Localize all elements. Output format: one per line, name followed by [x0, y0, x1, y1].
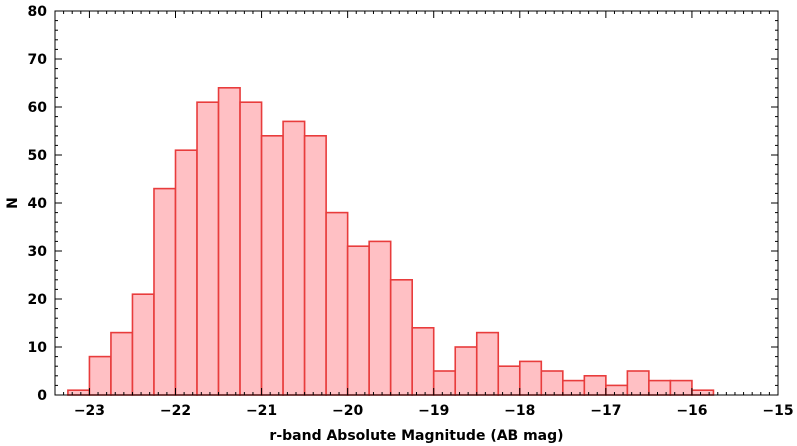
histogram-bar	[239, 101, 263, 396]
histogram-bar	[153, 187, 177, 396]
y-tick-label: 30	[28, 244, 48, 260]
y-tick-label: 60	[28, 100, 48, 116]
x-tick-label: −23	[74, 403, 105, 419]
histogram-bar	[691, 389, 715, 396]
x-tick-label: −19	[418, 403, 449, 419]
histogram-bar	[217, 87, 241, 396]
histogram-bar	[389, 278, 413, 396]
histogram-bar	[88, 355, 112, 396]
y-tick-label: 80	[28, 4, 48, 20]
histogram-bar	[67, 389, 91, 396]
y-tick-label: 10	[28, 340, 48, 356]
histogram-bar	[303, 135, 327, 396]
histogram-bar	[196, 101, 220, 396]
x-tick-label: −17	[590, 403, 621, 419]
y-tick-label: 20	[28, 292, 48, 308]
x-tick-label: −22	[160, 403, 191, 419]
histogram-bar	[325, 211, 349, 396]
y-tick-label: 70	[28, 52, 48, 68]
histogram-bar	[346, 245, 370, 396]
histogram-bar	[626, 370, 650, 396]
x-tick-label: −16	[676, 403, 707, 419]
x-tick-label: −21	[246, 403, 277, 419]
histogram-bar	[648, 379, 672, 396]
y-tick-label: 50	[28, 148, 48, 164]
histogram-bar	[475, 331, 500, 396]
histogram-bar	[540, 370, 564, 396]
histogram-bar	[669, 379, 693, 396]
histogram-bar	[432, 370, 457, 396]
y-axis-title: N	[5, 197, 21, 209]
histogram-bar	[411, 326, 435, 396]
histogram-bars	[67, 87, 715, 396]
histogram-bar	[131, 293, 155, 396]
histogram-bar	[454, 346, 478, 396]
histogram-bar	[282, 120, 306, 396]
x-tick-label: −18	[504, 403, 535, 419]
x-tick-label: −15	[762, 403, 793, 419]
histogram-bar	[110, 331, 134, 396]
y-tick-label: 0	[37, 388, 47, 404]
histogram-bar	[562, 379, 586, 396]
histogram-bar	[583, 374, 607, 396]
histogram-bar	[174, 149, 198, 396]
histogram-bar	[368, 240, 392, 396]
histogram-bar	[260, 135, 284, 396]
y-tick-label: 40	[28, 196, 48, 212]
x-tick-labels: −23 −22 −21 −20 −19 −18 −17 −16 −15	[74, 403, 794, 419]
x-tick-label: −20	[332, 403, 363, 419]
histogram-bar	[605, 384, 629, 396]
axis-ticks	[54, 10, 779, 396]
x-axis-title: r-band Absolute Magnitude (AB mag)	[269, 428, 563, 444]
y-tick-labels: 0 10 20 30 40 50 60 70 80	[28, 4, 48, 404]
histogram-bar	[518, 360, 543, 396]
histogram-bar	[497, 365, 521, 396]
